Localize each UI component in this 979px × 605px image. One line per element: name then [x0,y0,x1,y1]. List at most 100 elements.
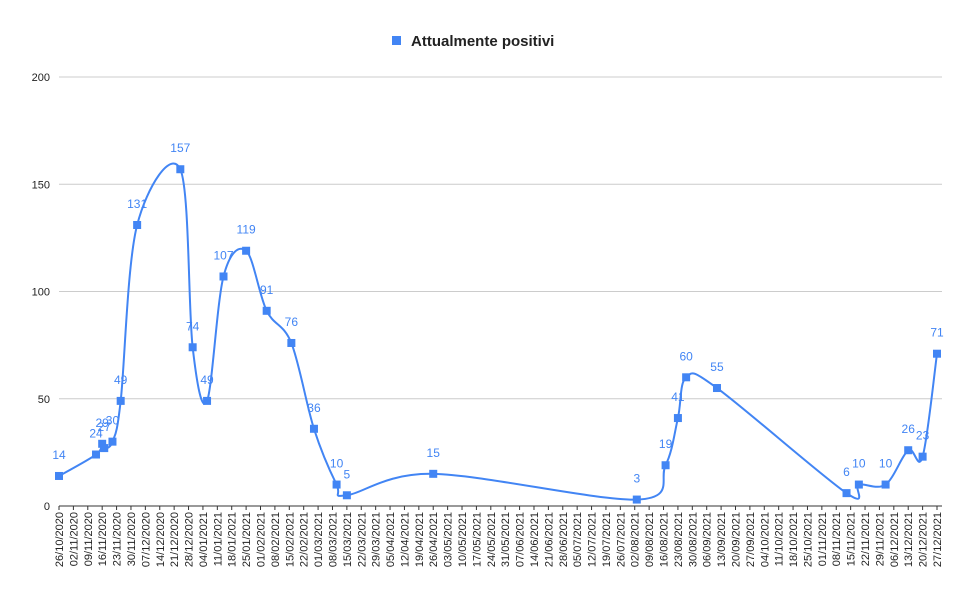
point [287,338,296,347]
x-tick-label: 12/04/2021 [399,512,411,567]
point [632,495,641,504]
x-tick-label: 11/01/2021 [212,512,224,566]
x-tick-label: 20/09/2021 [730,512,742,567]
point [881,480,890,489]
x-tick-label: 08/03/2021 [327,512,339,567]
x-tick-label: 09/11/2020 [83,512,95,566]
data-label: 91 [260,283,274,297]
x-tick-label: 20/12/2021 [918,512,930,567]
point [309,424,318,433]
x-tick-label: 26/10/2020 [54,512,66,567]
x-tick-label: 26/07/2021 [615,512,627,567]
x-tick-label: 29/03/2021 [371,512,383,567]
data-label: 76 [285,315,299,329]
data-label: 23 [916,429,930,443]
point [98,439,107,448]
x-tick-label: 03/05/2021 [443,512,455,567]
x-tick-label: 21/12/2020 [169,512,181,567]
x-tick-label: 22/02/2021 [299,512,311,567]
data-label: 19 [659,437,673,451]
x-tick-label: 05/04/2021 [385,512,397,567]
x-tick-label: 14/12/2020 [155,512,167,567]
data-label: 157 [170,141,190,155]
point [842,489,851,498]
point [242,246,251,255]
x-tick-label: 17/05/2021 [471,512,483,567]
x-tick-label: 01/02/2021 [256,512,268,567]
data-label: 30 [106,414,120,428]
point [188,343,197,352]
data-label: 131 [127,197,147,211]
data-label: 49 [114,373,128,387]
x-tick-label: 19/04/2021 [414,512,426,567]
y-tick-label: 50 [38,394,50,406]
data-label: 74 [186,319,200,333]
data-label: 55 [710,360,724,374]
x-tick-label: 15/11/2021 [846,512,858,566]
x-tick-label: 27/12/2021 [932,512,944,567]
point [116,396,125,405]
x-tick-label: 04/01/2021 [198,512,210,567]
x-tick-label: 16/08/2021 [659,512,671,567]
x-tick-label: 15/02/2021 [284,512,296,567]
data-label: 24 [89,427,103,441]
x-tick-label: 22/11/2021 [860,512,872,566]
data-label: 3 [633,472,640,486]
x-tick-label: 19/07/2021 [601,512,613,567]
x-tick-label: 07/06/2021 [515,512,527,567]
point [904,446,913,455]
point [712,384,721,393]
point [176,165,185,174]
point [108,437,117,446]
data-label: 71 [930,326,944,340]
point [918,452,927,461]
x-tick-label: 25/10/2021 [802,512,814,567]
data-label: 14 [52,448,66,462]
x-tick-label: 06/09/2021 [702,512,714,567]
y-tick-label: 100 [32,287,50,299]
x-tick-label: 07/12/2020 [140,512,152,567]
point [332,480,341,489]
x-tick-label: 15/03/2021 [342,512,354,567]
point [673,414,682,423]
point [342,491,351,500]
y-tick-label: 150 [32,179,50,191]
point [100,444,109,453]
data-label: 6 [843,465,850,479]
x-tick-label: 28/06/2021 [558,512,570,567]
x-tick-label: 02/08/2021 [630,512,642,567]
x-tick-label: 13/12/2021 [903,512,915,567]
x-tick-label: 23/08/2021 [673,512,685,567]
point [933,349,941,358]
x-tick-label: 24/05/2021 [486,512,498,567]
data-label: 41 [671,390,685,404]
x-tick-label: 05/07/2021 [572,512,584,567]
x-tick-label: 26/04/2021 [428,512,440,567]
data-label: 26 [902,422,916,436]
x-tick-label: 29/11/2021 [874,512,886,566]
data-label: 15 [427,446,441,460]
data-label: 60 [679,349,693,363]
legend-label: Attualmente positivi [411,33,554,50]
x-tick-label: 11/10/2021 [774,512,786,566]
x-tick-label: 09/08/2021 [644,512,656,567]
x-tick-label: 10/05/2021 [457,512,469,567]
x-tick-label: 23/11/2020 [112,512,124,566]
y-tick-label: 200 [32,72,50,84]
x-tick-label: 18/10/2021 [788,512,800,567]
x-tick-label: 27/09/2021 [745,512,757,567]
x-tick-label: 22/03/2021 [356,512,368,567]
point [682,373,691,382]
point [429,469,438,478]
x-tick-label: 28/12/2020 [184,512,196,567]
data-label: 5 [344,467,351,481]
data-label: 10 [330,457,344,471]
x-tick-label: 02/11/2020 [68,512,80,566]
point [219,272,228,281]
point [854,480,863,489]
x-tick-label: 01/11/2021 [817,512,829,566]
data-label: 119 [237,223,256,237]
point [661,461,670,470]
x-tick-label: 08/02/2021 [270,512,282,567]
